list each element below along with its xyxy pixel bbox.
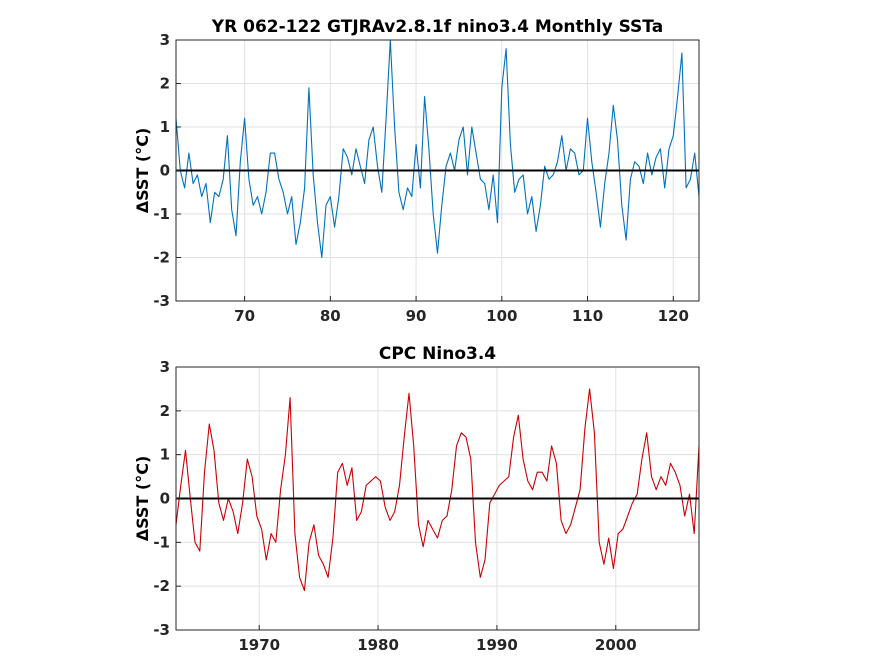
x-tick-label: 70 xyxy=(234,307,255,325)
x-tick-label: 1980 xyxy=(357,636,399,654)
x-tick-label: 100 xyxy=(486,307,517,325)
y-tick-label: 3 xyxy=(160,358,170,376)
y-tick-label: -2 xyxy=(153,249,170,267)
y-axis-label: ΔSST (°C) xyxy=(133,128,152,214)
x-tick-label: 90 xyxy=(406,307,427,325)
y-tick-label: 0 xyxy=(160,490,170,508)
y-tick-label: 1 xyxy=(160,446,170,464)
chart-panel-2: 1970 1980 1990 2000 -3 -2 -1 0 1 2 3 CPC Nino3.4 ΔSS… xyxy=(133,344,700,654)
y-tick-label: -3 xyxy=(153,621,170,639)
y-tick-label: 2 xyxy=(160,75,170,93)
x-tick-label: 80 xyxy=(320,307,341,325)
y-axis-label: ΔSST (°C) xyxy=(133,456,152,542)
series-line xyxy=(175,388,700,592)
x-tick-label: 120 xyxy=(658,307,689,325)
series-line xyxy=(175,39,700,259)
y-tick-label: 0 xyxy=(160,162,170,180)
x-tick-label: 1990 xyxy=(476,636,518,654)
y-tick-label: -3 xyxy=(153,292,170,310)
x-tick-label: 2000 xyxy=(595,636,637,654)
chart-panel-1: 70 80 90 100 110 120 -3 -2 -1 0 1 2 3 YR 062-122 GTJR… xyxy=(133,17,700,325)
y-tick-label: -2 xyxy=(153,577,170,595)
x-tick-label: 110 xyxy=(572,307,603,325)
y-tick-label: -1 xyxy=(153,533,170,551)
chart-title: YR 062-122 GTJRAv2.8.1f nino3.4 Monthly … xyxy=(211,17,663,37)
y-tick-label: -1 xyxy=(153,205,170,223)
x-tick-label: 1970 xyxy=(238,636,280,654)
chart-title: CPC Nino3.4 xyxy=(379,344,496,364)
y-tick-label: 1 xyxy=(160,118,170,136)
y-tick-label: 3 xyxy=(160,31,170,49)
y-tick-label: 2 xyxy=(160,402,170,420)
